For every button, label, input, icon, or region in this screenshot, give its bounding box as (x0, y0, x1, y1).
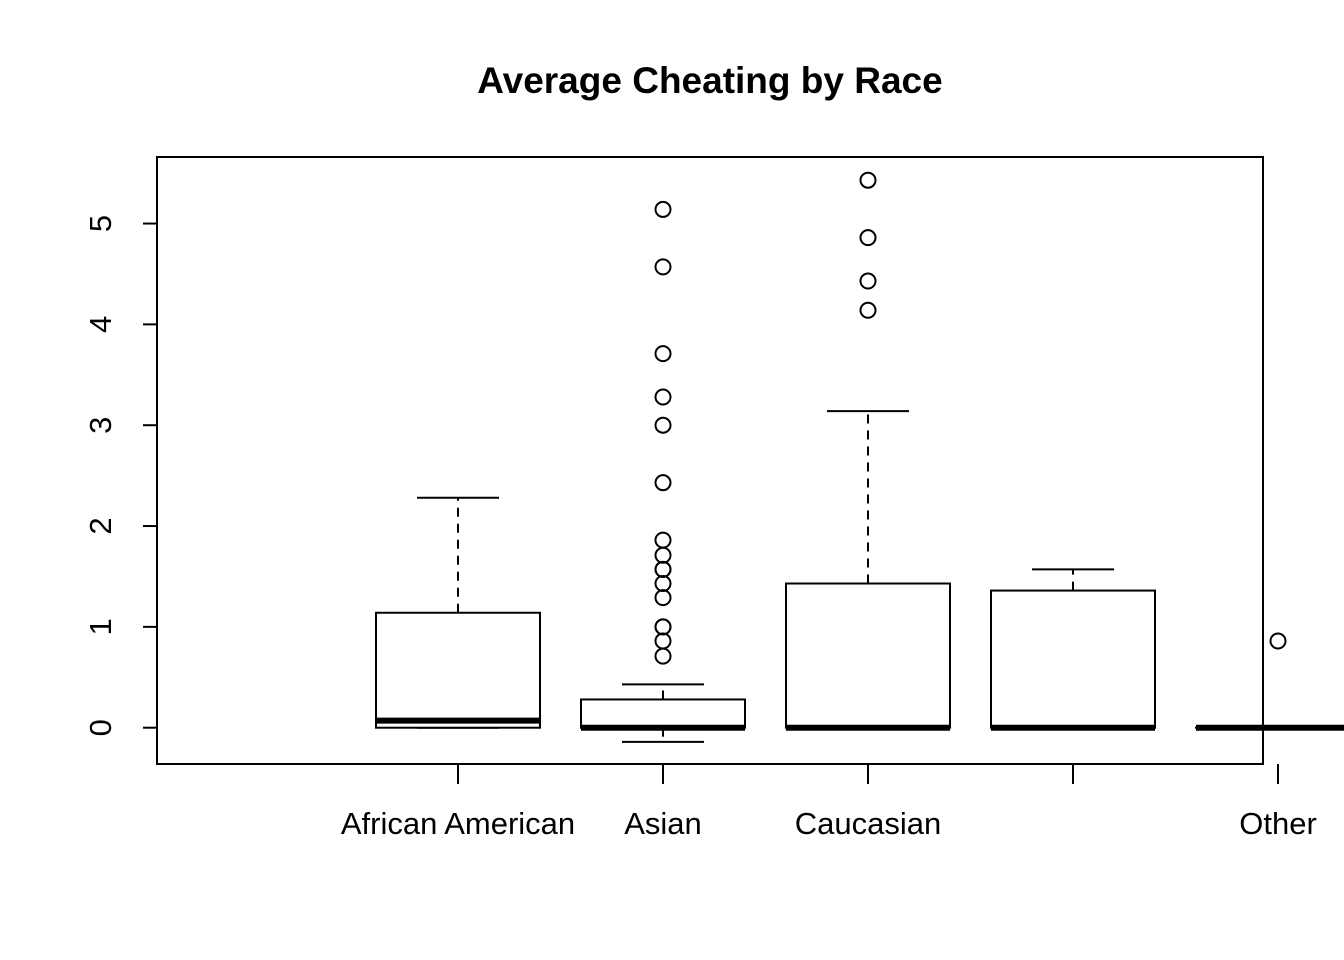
x-tick-label: Caucasian (795, 806, 941, 841)
outlier-point (654, 345, 672, 363)
outlier-point (654, 258, 672, 276)
outlier-point (654, 647, 672, 665)
outlier-point (859, 229, 877, 247)
y-tick-label: 0 (83, 719, 118, 736)
outlier-point (654, 632, 672, 650)
outlier-point (859, 171, 877, 189)
outlier-point (654, 575, 672, 593)
outlier-point (654, 200, 672, 218)
box-group (1195, 632, 1344, 731)
y-tick-label: 3 (83, 417, 118, 434)
outlier-point (859, 272, 877, 290)
box-group (990, 568, 1156, 731)
y-tick-label: 4 (83, 316, 118, 333)
boxes (375, 171, 1344, 743)
outlier-point (654, 546, 672, 564)
box-iqr (990, 589, 1156, 729)
box-iqr (580, 698, 746, 729)
box-group (580, 200, 746, 743)
y-axis: 0 1 2 3 4 5 (83, 215, 157, 736)
x-tick-label: Other (1239, 806, 1317, 841)
x-axis: African American Asian Caucasian Other (341, 764, 1317, 841)
box-iqr (785, 582, 951, 729)
box-group (785, 171, 951, 731)
outlier-point (654, 474, 672, 492)
plot-frame (156, 156, 1264, 765)
outlier-point (654, 618, 672, 636)
y-tick-label: 1 (83, 618, 118, 635)
box-group (375, 496, 541, 729)
x-tick-label: Asian (624, 806, 702, 841)
x-tick-label: African American (341, 806, 575, 841)
outlier-point (859, 301, 877, 319)
outlier-point (654, 388, 672, 406)
outlier-point (654, 531, 672, 549)
box-iqr (375, 611, 541, 729)
y-tick-label: 5 (83, 215, 118, 232)
y-tick-label: 2 (83, 517, 118, 534)
outlier-point (1269, 632, 1287, 650)
chart-title: Average Cheating by Race (477, 60, 942, 101)
outlier-point (654, 589, 672, 607)
outlier-point (654, 416, 672, 434)
outlier-point (654, 560, 672, 578)
